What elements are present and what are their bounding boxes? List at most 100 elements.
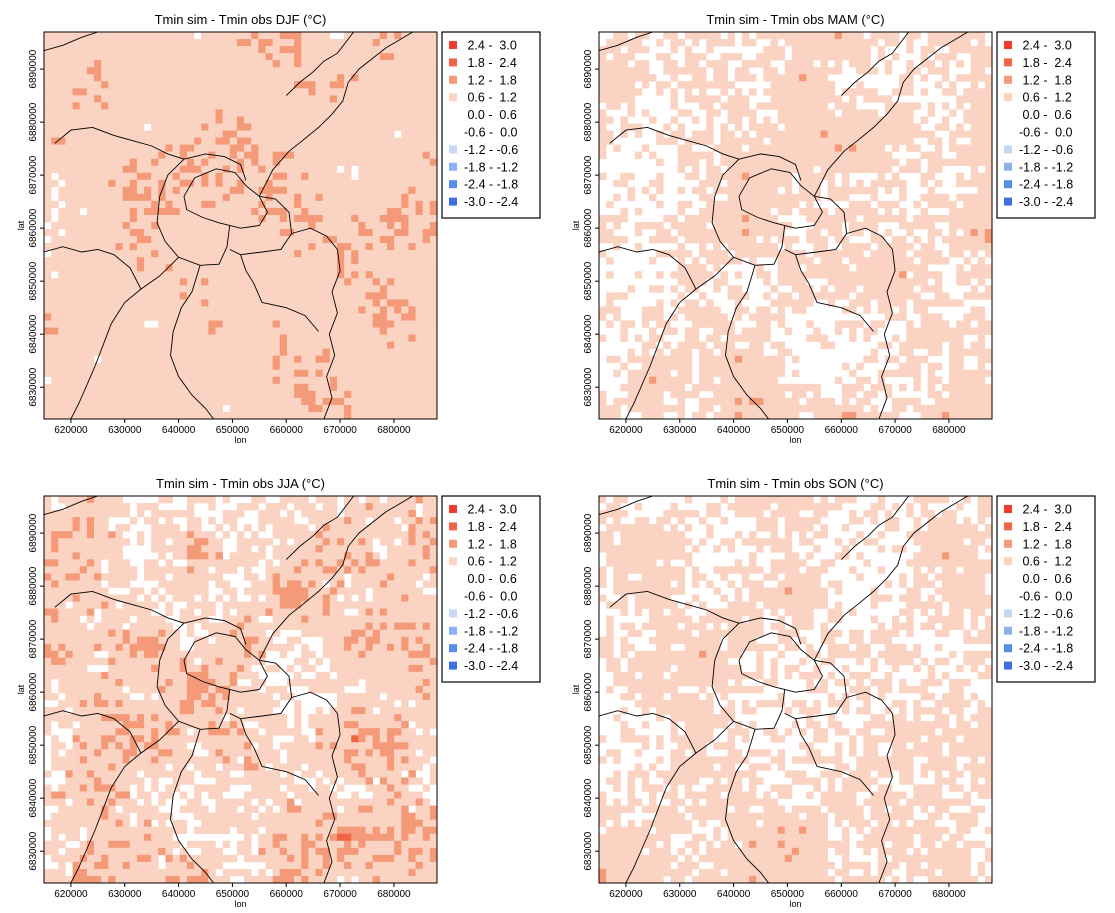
grid-cell xyxy=(927,46,936,54)
grid-cell xyxy=(208,60,216,68)
grid-cell xyxy=(58,306,66,314)
grid-cell xyxy=(656,250,664,258)
grid-cell xyxy=(806,165,814,174)
grid-cell xyxy=(294,151,302,159)
grid-cell xyxy=(372,39,381,47)
grid-cell xyxy=(663,355,671,364)
grid-cell xyxy=(208,179,216,188)
grid-cell xyxy=(684,236,693,244)
grid-cell xyxy=(236,320,245,328)
grid-cell xyxy=(863,123,871,131)
grid-cell xyxy=(94,200,102,209)
grid-cell xyxy=(663,32,671,40)
grid-cell xyxy=(734,355,743,364)
grid-cell xyxy=(308,390,316,399)
grid-cell xyxy=(258,257,266,265)
grid-cell xyxy=(970,221,979,230)
grid-cell xyxy=(165,67,173,75)
grid-cell xyxy=(734,102,743,110)
grid-cell xyxy=(906,46,914,54)
grid-cell xyxy=(272,95,281,103)
grid-cell xyxy=(720,229,728,237)
grid-cell xyxy=(286,257,295,265)
grid-cell xyxy=(756,151,764,159)
grid-cell xyxy=(165,320,173,328)
grid-cell xyxy=(401,109,409,117)
grid-cell xyxy=(165,369,173,378)
grid-cell xyxy=(94,292,102,300)
grid-cell xyxy=(258,243,266,251)
grid-cell xyxy=(379,144,388,152)
grid-cell xyxy=(172,179,181,188)
grid-cell xyxy=(72,397,81,406)
grid-cell xyxy=(358,207,366,216)
grid-cell xyxy=(649,334,657,342)
grid-cell xyxy=(244,123,252,131)
grid-cell xyxy=(386,278,395,286)
grid-cell xyxy=(613,193,621,202)
grid-cell xyxy=(172,369,181,378)
grid-cell xyxy=(222,411,231,419)
grid-cell xyxy=(172,383,181,392)
grid-cell xyxy=(841,250,850,258)
grid-cell xyxy=(934,341,943,349)
grid-cell xyxy=(606,355,614,364)
grid-cell xyxy=(606,411,614,419)
grid-cell xyxy=(86,67,95,75)
grid-cell xyxy=(891,250,900,258)
grid-cell xyxy=(351,376,359,385)
grid-cell xyxy=(841,292,850,300)
grid-cell xyxy=(927,362,936,371)
grid-cell xyxy=(386,88,395,96)
grid-cell xyxy=(684,264,693,272)
grid-cell xyxy=(906,362,914,371)
grid-cell xyxy=(208,376,216,385)
grid-cell xyxy=(186,362,195,371)
grid-cell xyxy=(401,123,409,131)
grid-cell xyxy=(79,67,88,75)
grid-cell xyxy=(72,306,81,314)
grid-cell xyxy=(949,144,957,152)
grid-cell xyxy=(244,334,252,342)
grid-cell xyxy=(122,292,131,300)
grid-cell xyxy=(115,299,123,307)
grid-cell xyxy=(194,236,202,244)
grid-cell xyxy=(58,67,66,75)
grid-cell xyxy=(179,306,188,314)
grid-cell xyxy=(279,404,288,413)
grid-cell xyxy=(422,285,431,293)
grid-cell xyxy=(79,348,88,356)
grid-cell xyxy=(663,53,671,61)
grid-cell xyxy=(699,179,707,188)
grid-cell xyxy=(129,376,138,385)
grid-cell xyxy=(756,207,764,216)
grid-cell xyxy=(229,151,238,159)
grid-cell xyxy=(401,264,409,272)
grid-cell xyxy=(208,74,216,82)
grid-cell xyxy=(172,299,181,307)
grid-cell xyxy=(215,292,223,300)
grid-cell xyxy=(94,313,102,321)
grid-cell xyxy=(863,355,871,364)
grid-cell xyxy=(115,81,123,89)
grid-cell xyxy=(129,214,138,223)
grid-cell xyxy=(827,186,836,195)
grid-cell xyxy=(670,74,678,82)
grid-cell xyxy=(656,158,664,166)
grid-cell xyxy=(186,229,195,237)
grid-cell xyxy=(301,81,309,89)
grid-cell xyxy=(620,74,628,82)
grid-cell xyxy=(279,257,288,265)
grid-cell xyxy=(222,214,231,223)
grid-cell xyxy=(79,53,88,61)
grid-cell xyxy=(899,116,907,124)
grid-cell xyxy=(415,355,424,364)
grid-cell xyxy=(884,278,893,286)
grid-cell xyxy=(251,123,259,131)
grid-cell xyxy=(272,299,281,307)
grid-cell xyxy=(649,116,657,124)
grid-cell xyxy=(877,46,886,54)
grid-cell xyxy=(208,46,216,54)
grid-cell xyxy=(358,109,366,117)
grid-cell xyxy=(179,229,188,237)
